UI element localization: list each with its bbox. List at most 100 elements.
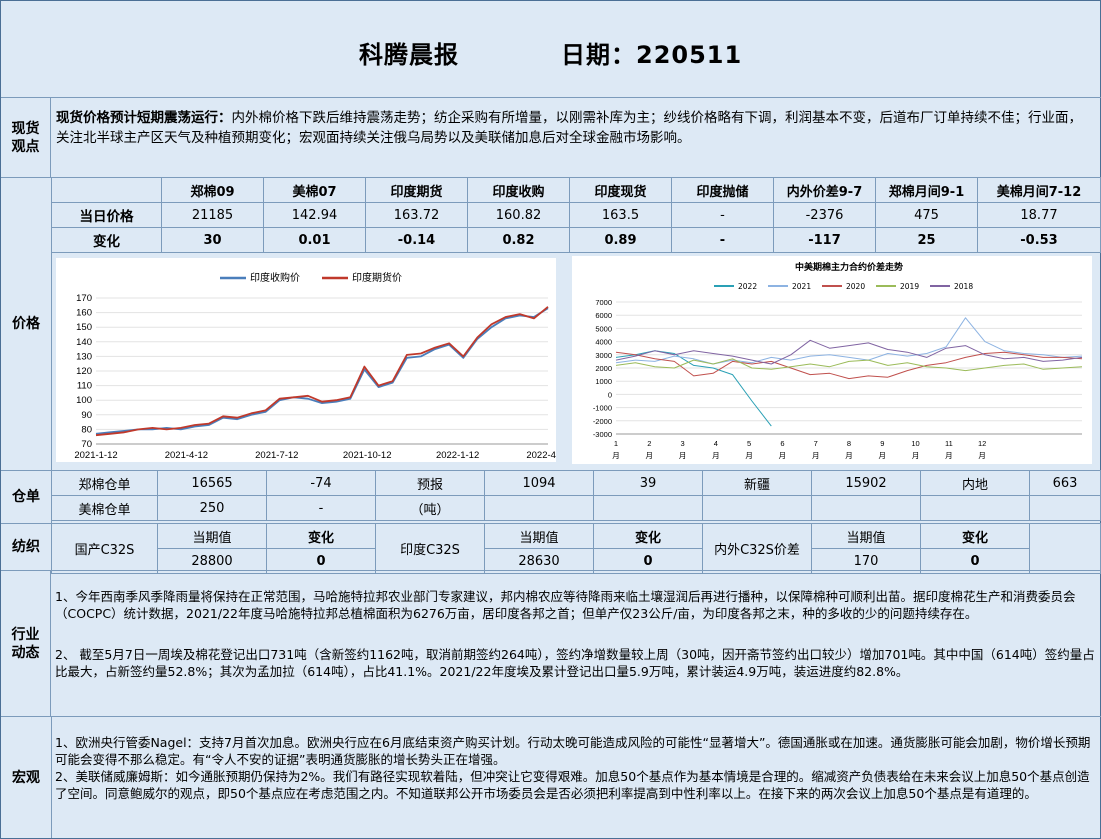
cell: 0 bbox=[266, 548, 376, 574]
x-tick-label: 2021-1-12 bbox=[74, 450, 117, 461]
cell: 25 bbox=[875, 227, 978, 253]
yarn-name: 印度C32S bbox=[375, 523, 485, 574]
col-zc09: 郑棉09 bbox=[161, 177, 264, 203]
warehouse-table: 郑棉仓单 16565 -74 预报 1094 39 新疆 15902 内地 66… bbox=[51, 470, 1101, 521]
row-name: 当日价格 bbox=[51, 202, 162, 228]
col-spread: 内外价差9-7 bbox=[773, 177, 876, 203]
yarn-head: 变化 bbox=[920, 523, 1030, 549]
x-tick-label: 月 bbox=[745, 451, 753, 460]
x-tick-label: 5 bbox=[747, 439, 751, 448]
cell: -2376 bbox=[773, 202, 876, 228]
x-tick-label: 月 bbox=[646, 451, 654, 460]
x-tick-label: 4 bbox=[714, 439, 718, 448]
x-tick-label: 月 bbox=[879, 451, 887, 460]
cell: 28630 bbox=[484, 548, 594, 574]
cell: 475 bbox=[875, 202, 978, 228]
x-tick-label: 8 bbox=[847, 439, 851, 448]
x-tick-label: 月 bbox=[978, 451, 986, 460]
y-tick-label: 120 bbox=[76, 366, 92, 377]
legend-label: 印度期货价 bbox=[352, 271, 402, 284]
cell: 16565 bbox=[157, 470, 267, 496]
series-line-印度期货价 bbox=[95, 306, 549, 437]
yarn-head: 变化 bbox=[266, 523, 376, 549]
cell: -74 bbox=[266, 470, 376, 496]
table-row: 美棉仓单 250 - （吨） bbox=[51, 495, 1101, 521]
cell: - bbox=[671, 202, 774, 228]
x-tick-label: 10 bbox=[911, 439, 919, 448]
y-tick-label: 2000 bbox=[595, 364, 612, 373]
y-tick-label: 7000 bbox=[595, 298, 612, 307]
cell: -0.14 bbox=[365, 227, 468, 253]
x-tick-label: 月 bbox=[612, 451, 620, 460]
spot-section: 现货观点 现货价格预计短期震荡运行：内外棉价格下跌后维持震荡走势；纺企采购有所增… bbox=[1, 98, 1101, 178]
yarn-name: 国产C32S bbox=[51, 523, 158, 574]
india-price-chart: 印度收购价 印度期货价 70 80 90 100 110 120 130 140 150 160 170… bbox=[56, 258, 570, 462]
cell: 28800 bbox=[157, 548, 267, 574]
cell: - bbox=[671, 227, 774, 253]
x-tick-label: 月 bbox=[945, 451, 953, 460]
yarn-head: 当期值 bbox=[484, 523, 594, 549]
report-header: 科腾晨报 日期：220511 bbox=[1, 1, 1101, 98]
x-tick-label: 月 bbox=[912, 451, 920, 460]
cell: 新疆 bbox=[702, 470, 812, 496]
cell: 160.82 bbox=[467, 202, 570, 228]
series-line-2020 bbox=[615, 351, 1083, 380]
series-line-2022 bbox=[615, 350, 772, 427]
cell: 30 bbox=[161, 227, 264, 253]
price-label: 价格 bbox=[1, 178, 52, 470]
cell: -0.53 bbox=[977, 227, 1101, 253]
chart-title: 中美期棉主力合约价差走势 bbox=[795, 261, 903, 272]
cell: 663 bbox=[1029, 470, 1101, 496]
col-india-spot: 印度现货 bbox=[569, 177, 672, 203]
cell: 163.72 bbox=[365, 202, 468, 228]
legend-label: 2020 bbox=[846, 282, 865, 291]
warehouse-section: 仓单 郑棉仓单 16565 -74 预报 1094 39 新疆 15902 内地… bbox=[1, 470, 1101, 524]
cell: 0.01 bbox=[263, 227, 366, 253]
yarn-table: 国产C32S 当期值 变化 印度C32S 当期值 变化 内外C32S价差 当期值… bbox=[51, 523, 1101, 574]
table-row: 当日价格 21185 142.94 163.72 160.82 163.5 - … bbox=[51, 202, 1101, 228]
legend-label: 2018 bbox=[954, 282, 973, 291]
yarn-head: 当期值 bbox=[157, 523, 267, 549]
yarn-section: 纺织 国产C32S 当期值 变化 印度C32S 当期值 变化 内外C32S价差 … bbox=[1, 523, 1101, 574]
series-line-2018 bbox=[615, 339, 1083, 365]
cell: 内地 bbox=[920, 470, 1030, 496]
legend-label: 印度收购价 bbox=[250, 271, 300, 284]
y-tick-label: 4000 bbox=[595, 338, 612, 347]
x-tick-label: 3 bbox=[680, 439, 684, 448]
x-tick-label: 7 bbox=[814, 439, 818, 448]
cell: 0 bbox=[593, 548, 703, 574]
x-tick-label: 6 bbox=[780, 439, 784, 448]
x-tick-label: 2022-1-12 bbox=[436, 450, 479, 461]
y-tick-label: 6000 bbox=[595, 311, 612, 320]
y-tick-label: 110 bbox=[77, 381, 92, 392]
industry-section: 行业动态 1、今年西南季风季降雨量将保持在正常范围，马哈施特拉邦农业部门专家建议… bbox=[1, 571, 1101, 717]
x-tick-label: 月 bbox=[712, 451, 720, 460]
y-tick-label: 5000 bbox=[595, 324, 612, 333]
industry-news-1: 1、今年西南季风季降雨量将保持在正常范围，马哈施特拉邦农业部门专家建议，邦内棉农… bbox=[55, 589, 1076, 621]
y-tick-label: 130 bbox=[76, 351, 92, 362]
cell: 142.94 bbox=[263, 202, 366, 228]
y-tick-label: -2000 bbox=[593, 417, 612, 426]
col-india-reserve: 印度抛储 bbox=[671, 177, 774, 203]
x-tick-label: 1 bbox=[614, 439, 618, 448]
x-tick-label: 2021-10-12 bbox=[343, 450, 392, 461]
y-tick-label: 3000 bbox=[595, 351, 612, 360]
industry-news-2: 2、 截至5月7日一周埃及棉花登记出口731吨（含新签约1162吨，取消前期签约… bbox=[55, 647, 1095, 679]
warehouse-label: 仓单 bbox=[1, 471, 52, 523]
report-title: 科腾晨报 bbox=[359, 41, 459, 69]
cell: （吨） bbox=[375, 495, 485, 521]
cell: 美棉仓单 bbox=[51, 495, 158, 521]
y-tick-label: 170 bbox=[76, 293, 92, 304]
cell: 21185 bbox=[161, 202, 264, 228]
col-ct07: 美棉07 bbox=[263, 177, 366, 203]
spot-label: 现货观点 bbox=[1, 98, 51, 177]
y-tick-label: 0 bbox=[608, 390, 612, 399]
legend-label: 2019 bbox=[900, 282, 919, 291]
price-table: 郑棉09 美棉07 印度期货 印度收购 印度现货 印度抛储 内外价差9-7 郑棉… bbox=[51, 177, 1101, 253]
spot-text: 现货价格预计短期震荡运行：内外棉价格下跌后维持震荡走势；纺企采购有所增量，以刚需… bbox=[56, 108, 1095, 148]
cell: - bbox=[266, 495, 376, 521]
col-zc-month: 郑棉月间9-1 bbox=[875, 177, 978, 203]
cell: 170 bbox=[811, 548, 921, 574]
yarn-head: 变化 bbox=[593, 523, 703, 549]
spot-body: 内外棉价格下跌后维持震荡走势；纺企采购有所增量，以刚需补库为主；纱线价格略有下调… bbox=[56, 110, 1082, 146]
